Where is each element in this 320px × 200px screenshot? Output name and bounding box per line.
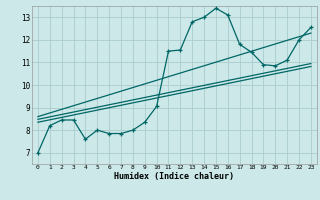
X-axis label: Humidex (Indice chaleur): Humidex (Indice chaleur) (115, 172, 234, 181)
